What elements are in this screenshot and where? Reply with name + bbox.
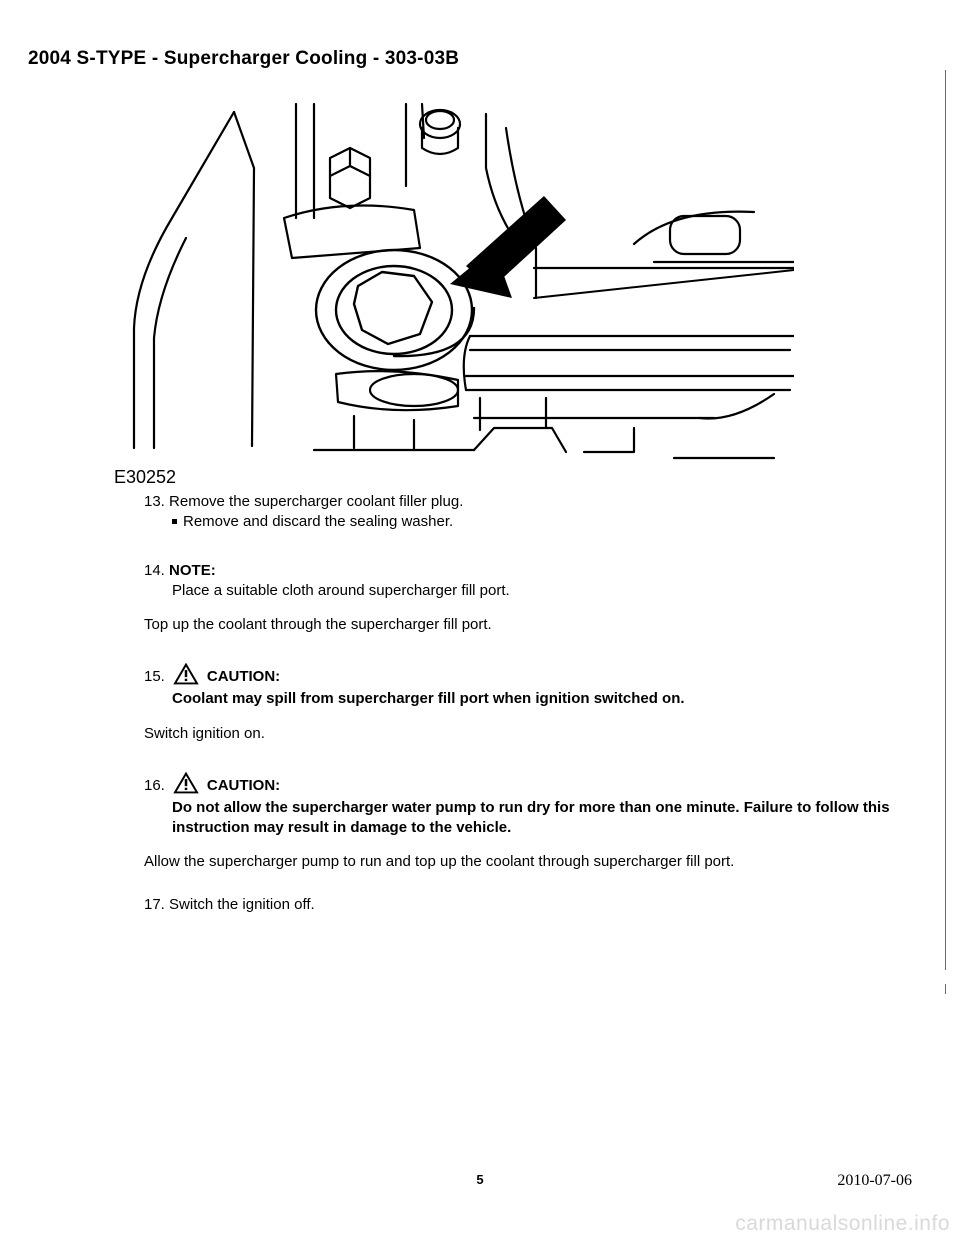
step-list: 13. Remove the supercharger coolant fill…	[144, 492, 892, 915]
watermark: carmanualsonline.info	[735, 1212, 950, 1236]
supercharger-diagram	[114, 98, 794, 468]
caution-icon	[173, 663, 199, 685]
step-bullet: Remove and discard the sealing washer.	[172, 512, 892, 532]
caution-row: 16. CAUTION:	[144, 772, 892, 796]
caution-body: Coolant may spill from supercharger fill…	[172, 689, 892, 709]
step-13: 13. Remove the supercharger coolant fill…	[144, 492, 892, 533]
bullet-icon	[172, 519, 177, 524]
caution-row: 15. CAUTION:	[144, 663, 892, 687]
page-title: 2004 S-TYPE - Supercharger Cooling - 303…	[28, 48, 932, 70]
step-15: 15. CAUTION: Coolant may spill from supe…	[144, 663, 892, 744]
step-number: 17.	[144, 896, 165, 913]
caution-label: CAUTION:	[207, 776, 280, 796]
step-after-text: Top up the coolant through the superchar…	[144, 615, 892, 635]
step-text: Switch the ignition off.	[169, 896, 315, 913]
caution-body: Do not allow the supercharger water pump…	[172, 798, 892, 839]
margin-rule	[945, 70, 946, 970]
page-number: 5	[476, 1172, 483, 1187]
step-after-text: Switch ignition on.	[144, 724, 892, 744]
figure: E30252	[114, 98, 932, 488]
note-label: NOTE:	[169, 562, 216, 579]
step-number: 14.	[144, 562, 165, 579]
document-page: 2004 S-TYPE - Supercharger Cooling - 303…	[0, 0, 960, 1242]
step-number: 16.	[144, 776, 165, 796]
step-after-text: Allow the supercharger pump to run and t…	[144, 852, 892, 872]
step-text: Remove the supercharger coolant filler p…	[169, 493, 463, 510]
step-14: 14. NOTE: Place a suitable cloth around …	[144, 561, 892, 636]
page-footer: 5 2010-07-06	[0, 1172, 960, 1190]
caution-icon	[173, 772, 199, 794]
figure-label: E30252	[114, 467, 932, 488]
step-17: 17. Switch the ignition off.	[144, 895, 892, 915]
step-16: 16. CAUTION: Do not allow the supercharg…	[144, 772, 892, 873]
note-body: Place a suitable cloth around supercharg…	[172, 581, 892, 601]
bullet-text: Remove and discard the sealing washer.	[183, 513, 453, 530]
caution-label: CAUTION:	[207, 667, 280, 687]
step-number: 13.	[144, 493, 165, 510]
footer-date: 2010-07-06	[837, 1172, 912, 1190]
margin-rule-tick	[945, 984, 946, 994]
step-number: 15.	[144, 667, 165, 687]
